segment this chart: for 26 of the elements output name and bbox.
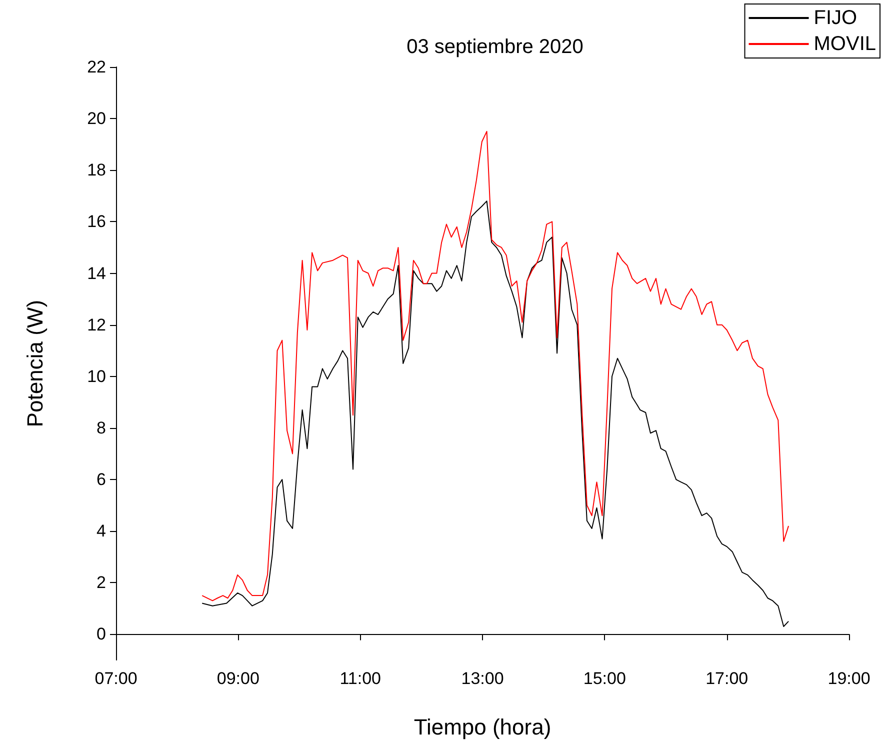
x-tick-label: 13:00 [461, 669, 504, 688]
legend-label: MOVIL [814, 33, 876, 55]
chart-title: 03 septiembre 2020 [406, 36, 584, 58]
line-series [202, 130, 790, 602]
y-tick-label: 6 [96, 470, 106, 490]
x-tick-label: 19:00 [828, 669, 870, 688]
y-tick-label: 22 [87, 58, 106, 76]
y-tick-label: 0 [96, 624, 106, 644]
y-tick-label: 18 [87, 160, 106, 180]
legend-label: FIJO [814, 7, 858, 29]
y-tick-label: 2 [96, 573, 106, 592]
line-series [202, 200, 790, 627]
x-tick-label: 17:00 [706, 669, 748, 688]
y-tick-label: 8 [96, 418, 106, 438]
y-tick-label: 4 [96, 522, 106, 541]
x-tick-label: 11:00 [340, 669, 381, 688]
x-tick-label: 09:00 [216, 669, 260, 688]
y-tick-label: 20 [87, 109, 106, 128]
y-tick-label: 14 [87, 264, 106, 283]
x-tick-label: 07:00 [94, 669, 138, 688]
y-tick-label: 16 [87, 212, 106, 232]
y-tick-label: 12 [87, 315, 106, 334]
y-tick-label: 10 [87, 366, 106, 386]
x-tick-label: 15:00 [583, 669, 626, 688]
y-axis-title: Potencia (W) [22, 300, 48, 428]
x-axis-title: Tiempo (hora) [414, 714, 552, 740]
